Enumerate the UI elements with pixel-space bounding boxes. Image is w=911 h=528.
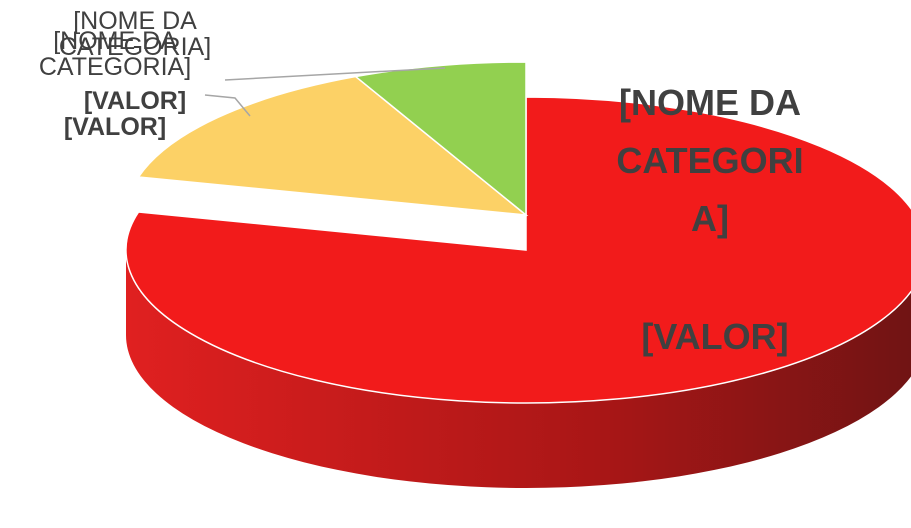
category-label: [NOME DA CATEGORIA] [58,7,212,62]
slice [137,75,529,216]
slice-side [126,250,911,488]
slice [125,96,911,404]
leader-line [224,67,446,81]
value-label: [VALOR] [63,113,167,141]
category-label: [NOME DA CATEGORIA] [38,27,192,82]
category-label: [NOME DA CATEGORIA] [616,82,804,239]
value-label: [VALOR] [83,87,187,115]
slice [353,61,527,217]
leader-line [204,94,251,117]
value-label: [VALOR] [641,316,789,357]
